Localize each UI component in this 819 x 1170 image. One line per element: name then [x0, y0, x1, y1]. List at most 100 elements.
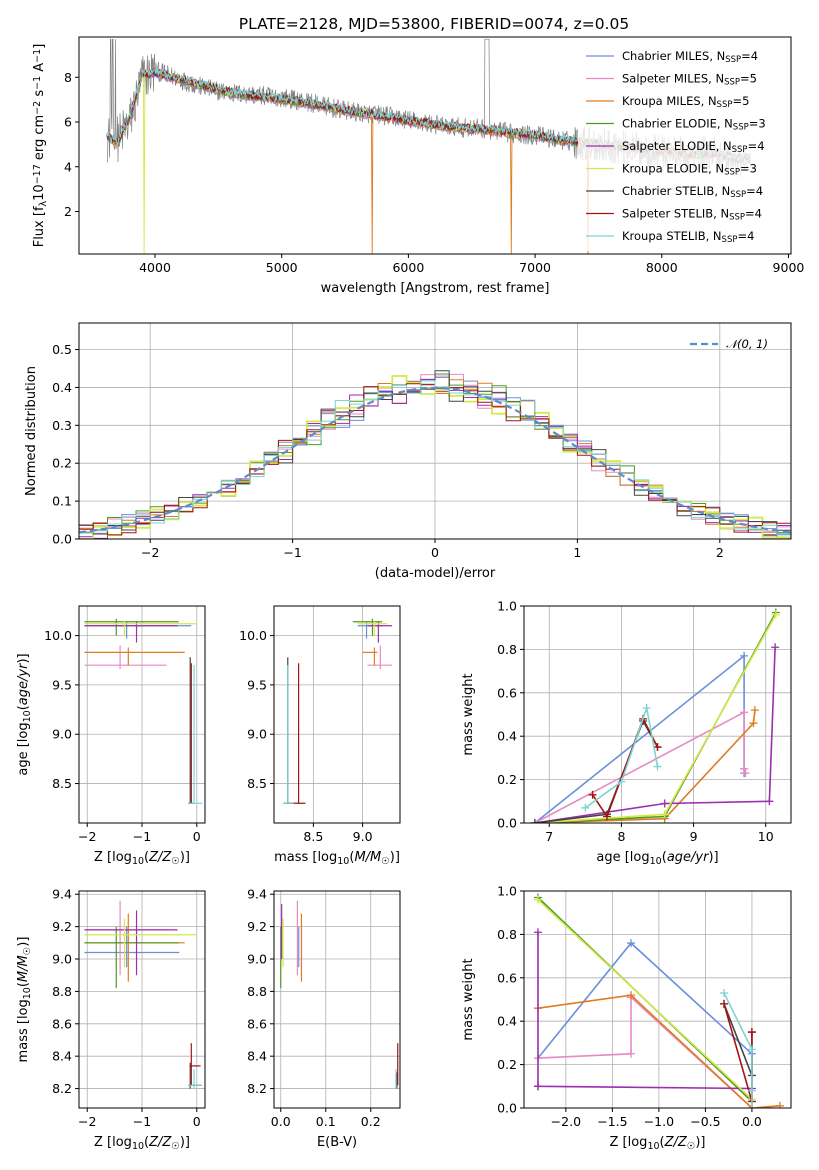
- weight-series-kroupa-stelib: [720, 988, 756, 1108]
- y-tick-label: 8.2: [247, 1081, 267, 1096]
- x-tick-label: 0.2: [361, 1114, 381, 1129]
- x-tick-label: 0.0: [271, 1114, 291, 1129]
- weight-marker: [741, 769, 750, 778]
- weight-line: [584, 704, 659, 809]
- weight-marker: [588, 790, 597, 799]
- weight-marker: [626, 939, 635, 948]
- y-axis-label: Normed distribution: [24, 366, 39, 496]
- x-axis-label: age [log10(age/yr)]: [596, 850, 718, 867]
- x-tick-label: −2: [141, 545, 159, 560]
- legend-entry: Chabrier STELIB, NSSP=4: [622, 184, 763, 200]
- y-tick-label: 0.0: [52, 532, 72, 547]
- y-axis-label: mass weight: [461, 958, 476, 1040]
- x-tick-label: −1: [283, 545, 301, 560]
- x-tick-label: 2: [716, 545, 724, 560]
- y-tick-label: 0.0: [497, 1101, 517, 1116]
- axes-frame: [273, 605, 401, 824]
- y-tick-label: 9.4: [247, 887, 267, 902]
- legend-entry: Chabrier MILES, NSSP=4: [622, 49, 758, 65]
- y-tick-label: 2: [64, 204, 72, 219]
- x-tick-label: 1: [573, 545, 581, 560]
- panel-weight-vs-age: 7 8 9 10 0.0 0.2 0.4 0.6 0.8 1.0 age [log10(age/yr…: [461, 599, 792, 867]
- x-tick-label: 0.1: [316, 1114, 336, 1129]
- weight-line: [534, 710, 756, 823]
- axes-frame: [523, 605, 792, 824]
- errorbar-point-chabrier-elodie: [84, 618, 179, 636]
- y-tick-label: 0.8: [497, 642, 517, 657]
- errorbar-point-salpeter-elodie: [367, 621, 393, 643]
- weight-marker: [617, 777, 626, 786]
- y-axis-label: mass [log10(M/M☉)]: [16, 937, 33, 1063]
- y-tick-label: 0.6: [497, 970, 517, 985]
- y-tick-label: 8.5: [52, 776, 72, 791]
- y-tick-label: 6: [64, 115, 72, 130]
- x-tick-label: 9.0: [353, 829, 373, 844]
- errorbar-point-kroupa-elodie: [84, 620, 197, 636]
- y-tick-label: 0.4: [52, 380, 72, 395]
- weight-marker: [653, 762, 662, 771]
- x-tick-label: 6000: [392, 260, 424, 275]
- plot-area-age-vs-mass: [282, 618, 393, 804]
- x-tick-label: 0.0: [742, 1114, 762, 1129]
- y-tick-label: 0.1: [52, 494, 72, 509]
- x-tick-label: 9000: [773, 260, 805, 275]
- weight-series-kroupa-stelib: [581, 703, 662, 812]
- y-tick-label: 0.3: [52, 418, 72, 433]
- legend-entry: Salpeter MILES, NSSP=5: [622, 72, 757, 88]
- normal-reference-curve: [79, 386, 791, 534]
- axes-frame: [523, 890, 792, 1109]
- errorbar-point-salpeter-elodie: [84, 910, 178, 976]
- x-tick-label: 0: [193, 829, 201, 844]
- x-tick-label: 7: [545, 829, 553, 844]
- weight-marker: [775, 1101, 784, 1108]
- y-tick-label: 1.0: [497, 884, 517, 899]
- weight-marker: [750, 706, 759, 715]
- y-tick-label: 9.5: [247, 677, 267, 692]
- panel-spectrum: 4000 5000 6000 7000 8000 9000 2 4 6 8 wavelength […: [32, 36, 805, 296]
- y-tick-label: 0.4: [497, 729, 517, 744]
- panel-mass-vs-z: −2 −1 0 8.2 8.4 8.6 8.8 9.0 9.2 9.4 Z [log10(Z/Z☉)…: [16, 887, 206, 1152]
- y-tick-label: 8.6: [52, 1016, 72, 1031]
- errorbar-point-salpeter-elodie: [84, 621, 178, 643]
- weight-marker: [747, 1104, 756, 1108]
- x-tick-label: 10: [758, 829, 774, 844]
- panel-mass-vs-ebv: 0.0 0.1 0.2 8.2 8.4 8.6 8.8 9.0 9.2 9.4 E(B-V): [247, 887, 401, 1150]
- x-tick-label: 8000: [646, 260, 678, 275]
- weight-marker: [533, 895, 542, 904]
- legend-entry: Kroupa MILES, NSSP=5: [622, 94, 749, 110]
- y-axis-label: age [log10(age/yr)]: [16, 653, 33, 775]
- figure-title: PLATE=2128, MJD=53800, FIBERID=0074, z=0…: [239, 15, 629, 33]
- spectrum-legend: Chabrier MILES, NSSP=4 Salpeter MILES, NS…: [578, 39, 788, 251]
- x-tick-label: 8.5: [303, 829, 323, 844]
- y-tick-label: 9.0: [52, 727, 72, 742]
- weight-marker: [749, 719, 758, 728]
- y-tick-label: 9.2: [247, 919, 267, 934]
- weight-marker: [747, 1045, 756, 1054]
- y-tick-label: 9.0: [52, 952, 72, 967]
- y-tick-label: 4: [64, 159, 72, 174]
- x-axis-label: mass [log10(M/M☉)]: [274, 850, 400, 867]
- weight-line: [534, 647, 776, 823]
- weight-marker: [626, 1049, 635, 1058]
- residual-legend: 𝒩(0, 1): [690, 337, 768, 351]
- legend-entry: Chabrier ELODIE, NSSP=3: [622, 117, 766, 133]
- errorbar-point-chabrier-elodie: [84, 926, 179, 989]
- weight-line: [591, 716, 659, 819]
- errorbar-point-kroupa-miles: [84, 647, 185, 666]
- x-tick-label: 8: [617, 829, 625, 844]
- y-tick-label: 0.2: [52, 456, 72, 471]
- weight-line: [537, 994, 780, 1108]
- x-tick-label: −2: [78, 829, 96, 844]
- weight-line: [537, 899, 753, 1100]
- x-axis-label: E(B-V): [317, 1135, 357, 1150]
- weight-marker: [740, 764, 749, 773]
- legend-entry: Salpeter ELODIE, NSSP=4: [622, 139, 765, 155]
- plot-area-residuals: [79, 370, 791, 539]
- plot-area-weight-vs-z: [533, 893, 784, 1108]
- axes-frame: [273, 890, 401, 1109]
- weight-marker: [771, 610, 780, 619]
- weight-marker: [602, 812, 611, 821]
- y-tick-label: 8.5: [247, 776, 267, 791]
- legend-box: [578, 39, 788, 251]
- weight-marker: [720, 999, 729, 1008]
